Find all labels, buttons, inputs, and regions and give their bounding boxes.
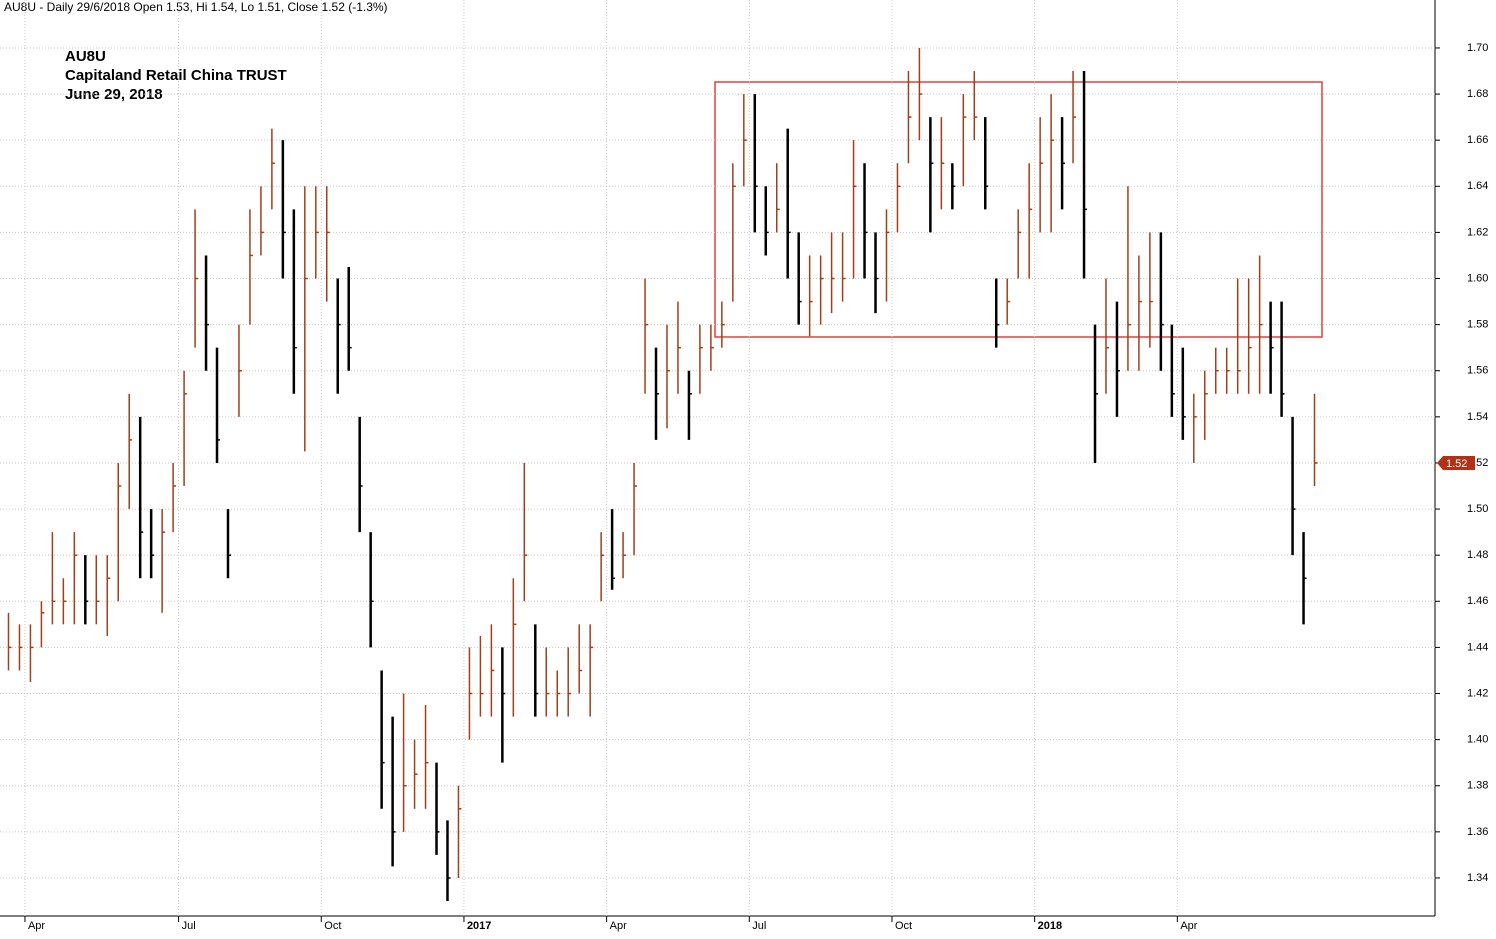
y-tick-label: 1.62 <box>1467 226 1488 238</box>
price-marker-label: 1.52 <box>1446 458 1467 470</box>
y-tick-label: 1.58 <box>1467 319 1488 331</box>
x-tick-label: Apr <box>28 920 45 932</box>
x-tick-label: Oct <box>895 920 912 932</box>
y-tick-label: 1.56 <box>1467 365 1488 377</box>
y-tick-label: 1.38 <box>1467 780 1488 792</box>
x-tick-label: Apr <box>610 920 627 932</box>
y-tick-label: 1.36 <box>1467 826 1488 838</box>
y-tick-label: 1.68 <box>1467 88 1488 100</box>
y-tick-label: 1.42 <box>1467 687 1488 699</box>
y-tick-label: 1.66 <box>1467 134 1488 146</box>
annotation: June 29, 2018 <box>65 86 163 103</box>
x-tick-label: 2018 <box>1038 920 1062 932</box>
annotations: AU8U Capitaland Retail China TRUST June … <box>65 48 287 103</box>
y-tick-label: 1.70 <box>1467 42 1488 54</box>
price-marker <box>1437 455 1475 470</box>
x-tick-label: Jul <box>752 920 766 932</box>
y-tick-label: 1.64 <box>1467 180 1488 192</box>
y-tick-label: 1.54 <box>1467 411 1488 423</box>
y-tick-label: 1.44 <box>1467 641 1488 653</box>
y-tick-label: 1.46 <box>1467 595 1488 607</box>
range-box <box>714 81 1323 338</box>
y-tick-label: 1.48 <box>1467 549 1488 561</box>
y-tick-label: 1.60 <box>1467 272 1488 284</box>
x-tick-label: Apr <box>1180 920 1197 932</box>
y-tick-label: 1.40 <box>1467 734 1488 746</box>
y-tick-label: 1.50 <box>1467 503 1488 515</box>
x-tick-label: Oct <box>324 920 341 932</box>
x-tick-label: 2017 <box>467 920 491 932</box>
chart-title: AU8U - Daily 29/6/2018 Open 1.53, Hi 1.5… <box>4 0 388 14</box>
annotation: AU8U <box>65 48 106 65</box>
annotation: Capitaland Retail China TRUST <box>65 67 287 84</box>
y-tick-label: 1.34 <box>1467 872 1488 884</box>
x-tick-label: Jul <box>182 920 196 932</box>
